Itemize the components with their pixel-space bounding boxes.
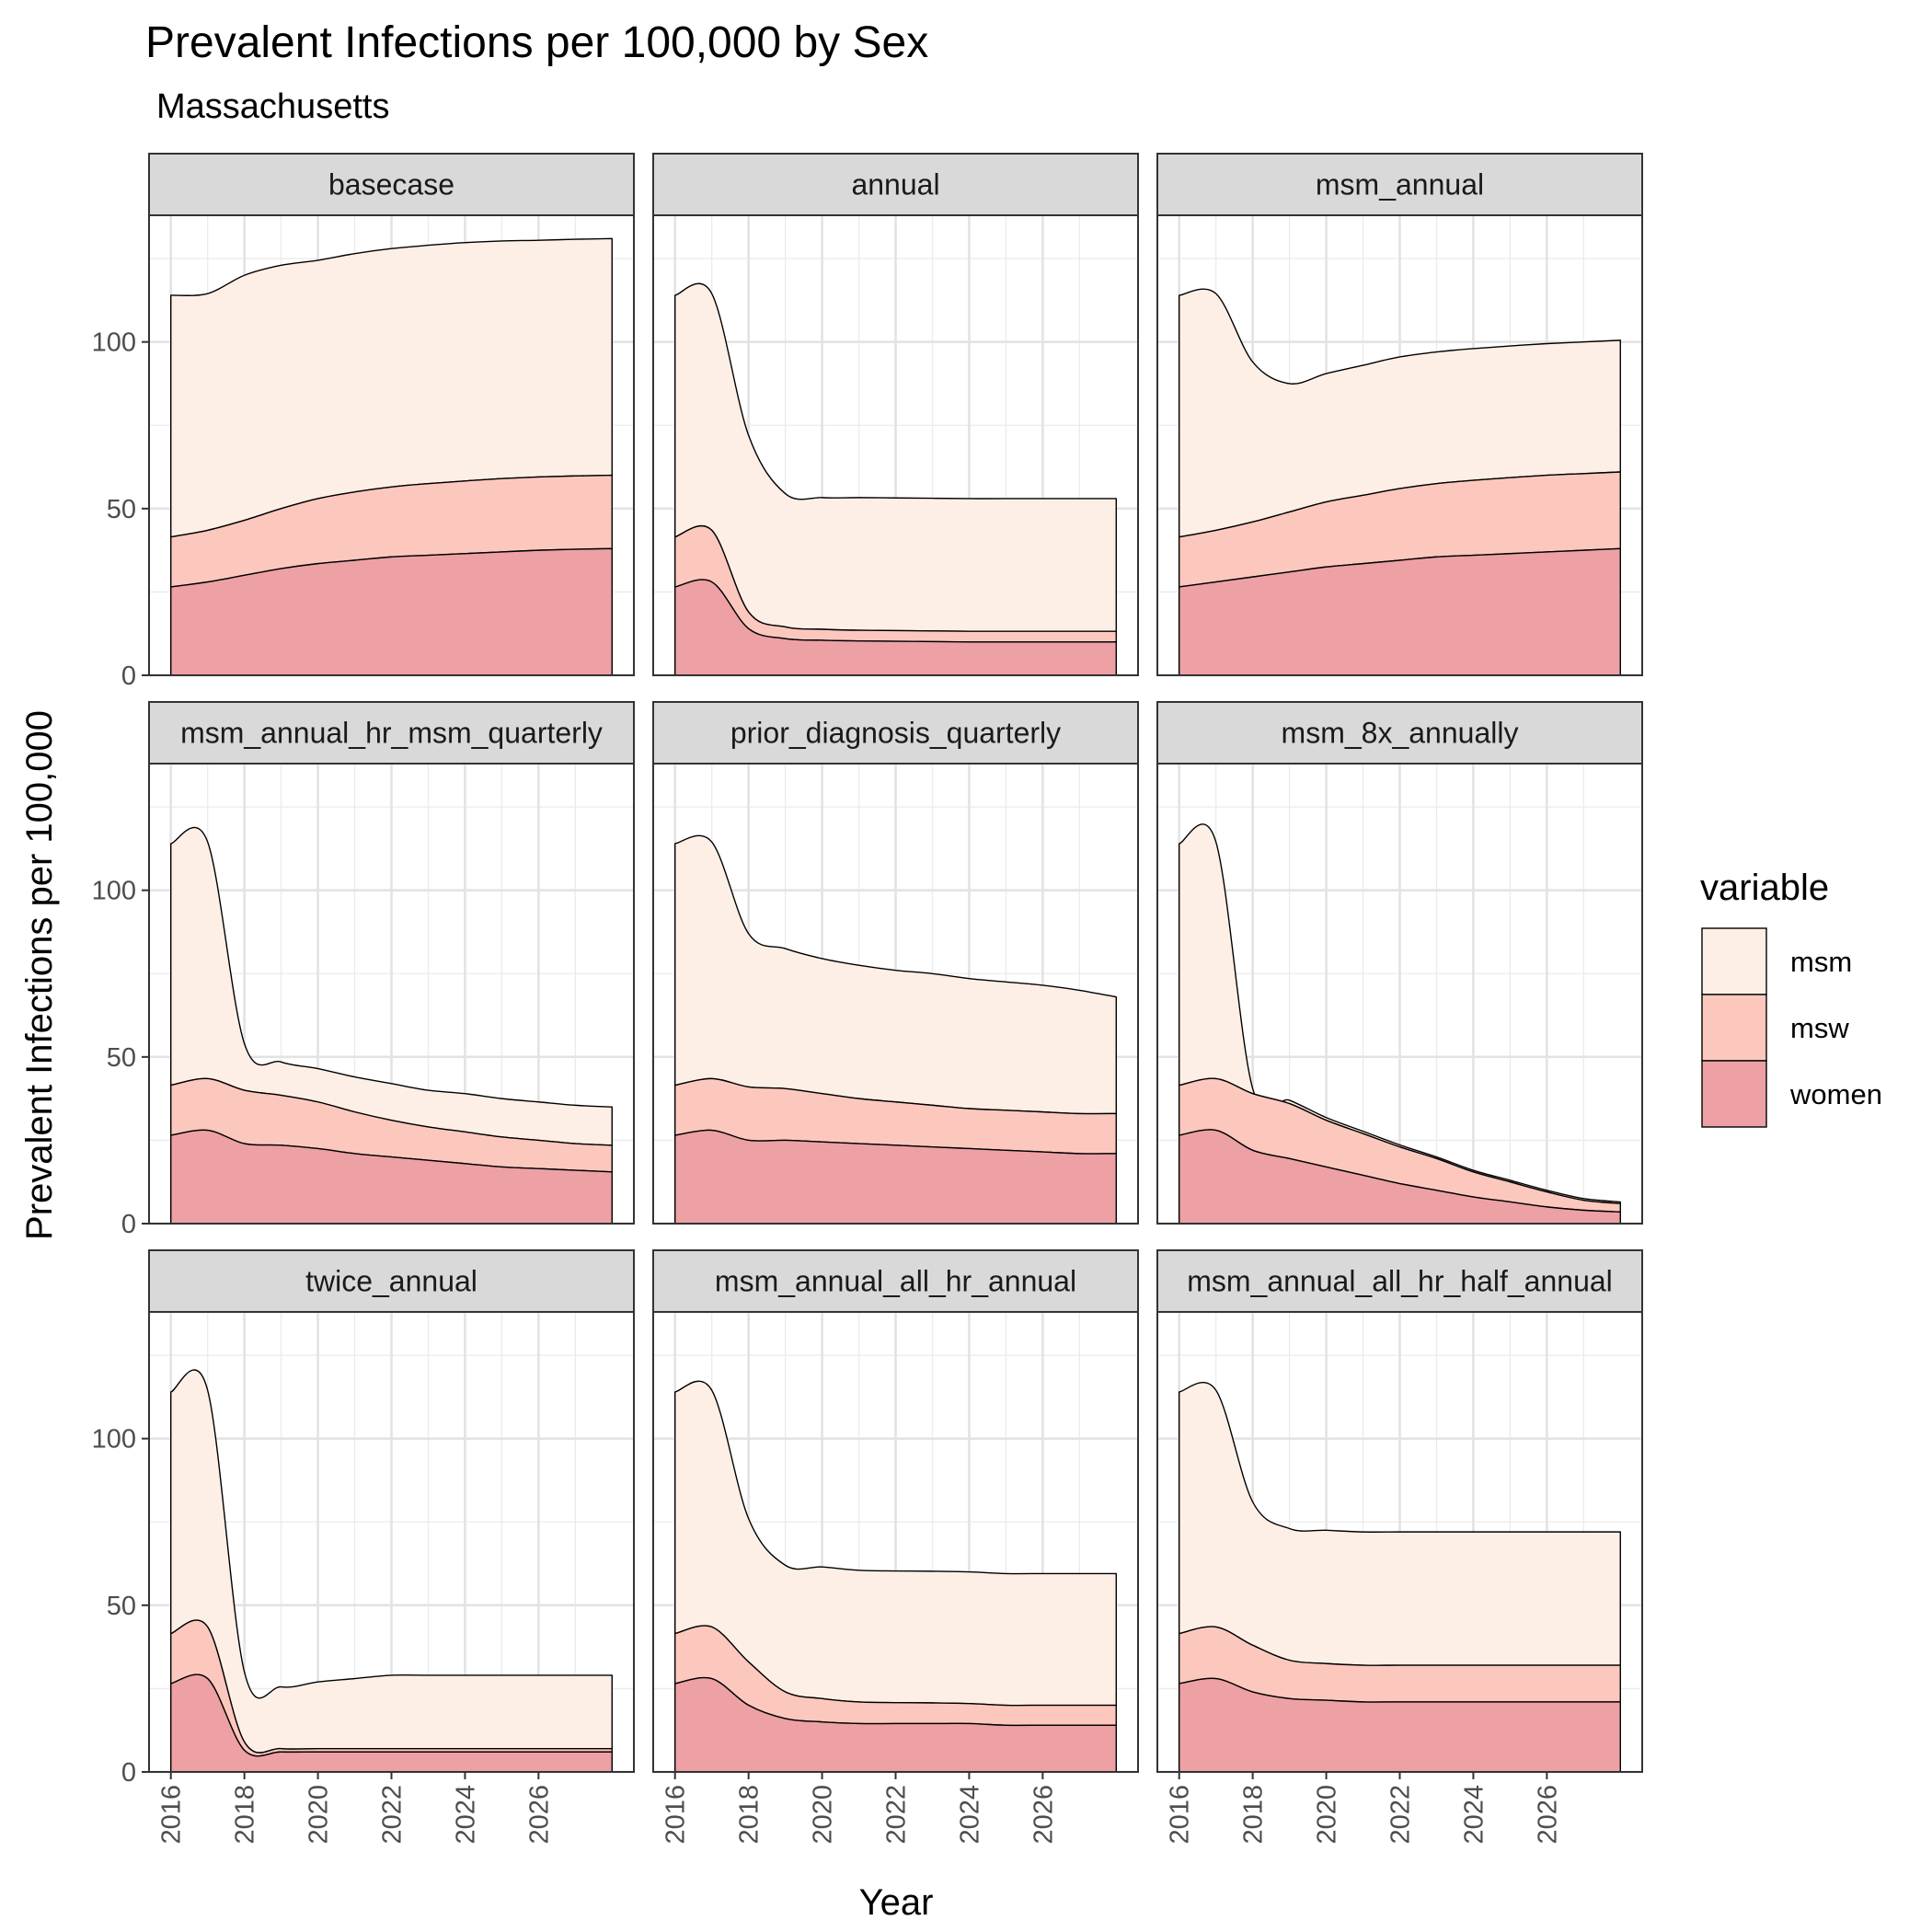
- x-tick-label: 2022: [1386, 1785, 1416, 1845]
- y-axis-title: Prevalent Infections per 100,000: [19, 710, 60, 1240]
- y-tick-label: 100: [92, 328, 136, 358]
- x-tick-label: 2020: [305, 1785, 334, 1845]
- x-tick-label: 2018: [231, 1785, 260, 1845]
- facet-strip: [652, 701, 1139, 765]
- y-tick-label: 100: [92, 1425, 136, 1455]
- legend-key: [1701, 994, 1767, 1062]
- facet-label: msm_annual_all_hr_half_annual: [1187, 1265, 1613, 1298]
- x-tick-label: 2024: [1459, 1785, 1489, 1845]
- x-tick-label: 2016: [661, 1785, 691, 1845]
- x-tick-label: 2026: [1533, 1785, 1562, 1845]
- facet-label: msm_8x_annually: [1282, 717, 1519, 750]
- panel-border: [148, 214, 635, 676]
- facet-label: twice_annual: [305, 1265, 477, 1298]
- facet-panel-annual: annual: [652, 153, 1139, 677]
- facet-panel-prior_diagnosis_quarterly: prior_diagnosis_quarterly: [652, 701, 1139, 1225]
- x-tick-label: 2022: [378, 1785, 408, 1845]
- facet-strip: [1156, 1249, 1643, 1313]
- x-tick-label: 2020: [1313, 1785, 1342, 1845]
- legend-item-msw: msw: [1701, 994, 1849, 1062]
- facet-strip: [1156, 153, 1643, 216]
- facet-label: prior_diagnosis_quarterly: [730, 717, 1061, 750]
- y-tick-label: 0: [121, 1758, 136, 1788]
- legend-key: [1701, 927, 1767, 995]
- facet-panel-msm_annual: msm_annual: [1156, 153, 1643, 677]
- facet-panel-msm_annual_all_hr_half_annual: msm_annual_all_hr_half_annual 2016 2018 202…: [1156, 1249, 1643, 1845]
- y-tick-label: 50: [107, 1043, 136, 1073]
- panel-border: [1156, 763, 1643, 1225]
- legend-title: variable: [1700, 868, 1829, 908]
- y-tick-label: 0: [121, 661, 136, 691]
- chart-title: Prevalent Infections per 100,000 by Sex: [145, 18, 928, 67]
- facet-label: basecase: [328, 168, 454, 201]
- chart-subtitle: Massachusetts: [156, 87, 389, 126]
- y-tick-label: 100: [92, 877, 136, 906]
- x-tick-label: 2024: [955, 1785, 984, 1845]
- panel-border: [652, 763, 1139, 1225]
- legend: variable msm msw women: [1700, 868, 1882, 1128]
- facet-label: msm_annual_all_hr_annual: [715, 1265, 1076, 1298]
- x-tick-label: 2024: [451, 1785, 480, 1845]
- facet-label: annual: [851, 168, 939, 201]
- facet-panel-msm_8x_annually: msm_8x_annually: [1156, 701, 1643, 1225]
- facet-panel-twice_annual: twice_annual 0 50 100 2016 2018 2020 2022 2024 20…: [92, 1249, 635, 1845]
- x-tick-label: 2026: [524, 1785, 554, 1845]
- facet-panel-msm_annual_hr_msm_quarterly: msm_annual_hr_msm_quarterly 0 50 100: [92, 701, 635, 1239]
- facet-strip: [652, 1249, 1139, 1313]
- legend-label: msw: [1790, 1012, 1849, 1044]
- x-tick-label: 2016: [1166, 1785, 1195, 1845]
- x-tick-label: 2026: [1029, 1785, 1058, 1845]
- y-tick-label: 50: [107, 1592, 136, 1621]
- facet-strip: [148, 701, 635, 765]
- facet-strip: [1156, 701, 1643, 765]
- panel-border: [148, 763, 635, 1225]
- facet-label: msm_annual_hr_msm_quarterly: [180, 717, 603, 750]
- facet-strip: [148, 153, 635, 216]
- y-tick-label: 0: [121, 1210, 136, 1239]
- x-tick-label: 2016: [157, 1785, 187, 1845]
- y-tick-label: 50: [107, 495, 136, 524]
- x-tick-label: 2018: [1239, 1785, 1269, 1845]
- facet-panel-msm_annual_all_hr_annual: msm_annual_all_hr_annual 2016 2018 2020 2022…: [652, 1249, 1139, 1845]
- facet-strip: [652, 153, 1139, 216]
- legend-label: women: [1789, 1078, 1882, 1110]
- x-tick-label: 2018: [735, 1785, 765, 1845]
- panel-border: [652, 214, 1139, 676]
- facet-panels: basecase 0 50 100 annual msm_annual msm_annual…: [92, 153, 1643, 1845]
- x-axis-title: Year: [859, 1882, 934, 1923]
- facet-panel-basecase: basecase 0 50 100: [92, 153, 635, 691]
- legend-item-women: women: [1701, 1060, 1882, 1128]
- x-tick-label: 2022: [882, 1785, 912, 1845]
- panel-border: [1156, 214, 1643, 676]
- facet-label: msm_annual: [1316, 168, 1484, 201]
- legend-item-msm: msm: [1701, 927, 1852, 995]
- legend-key: [1701, 1060, 1767, 1128]
- x-tick-label: 2020: [809, 1785, 838, 1845]
- legend-label: msm: [1790, 946, 1852, 978]
